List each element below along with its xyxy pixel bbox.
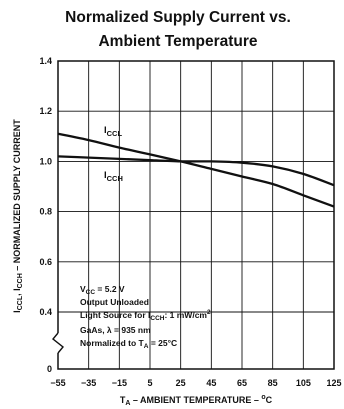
series-label-iccl: ICCL — [104, 125, 122, 138]
y-tick-label: 1.0 — [39, 156, 52, 166]
series-line-icch — [57, 155, 335, 187]
y-tick-label: 0 — [47, 364, 52, 374]
x-axis-label-sub: A — [125, 400, 130, 407]
plot-border — [57, 60, 335, 370]
x-tick-label: 25 — [176, 378, 186, 388]
annotation-light-main: Light Source for I — [80, 310, 150, 320]
y-axis-label: ICCL, ICCH – NORMALIZED SUPPLY CURRENT — [12, 119, 24, 313]
x-tick-label: −35 — [81, 378, 96, 388]
x-tick-label: 65 — [237, 378, 247, 388]
x-tick-label: −55 — [50, 378, 65, 388]
x-axis-label: TA – AMBIENT TEMPERATURE – oC — [120, 394, 273, 407]
annotation-light-source: Light Source for ICCH: 1 mW/cm2 — [80, 309, 211, 322]
plot-frame — [52, 60, 335, 370]
series-label-iccl-sub: CCL — [107, 129, 123, 138]
annotation-block: VCC = 5.2 V Output Unloaded Light Source… — [80, 284, 211, 350]
y-axis-label-sub2: CCH — [17, 273, 24, 288]
y-axis-label-i1: I — [12, 310, 22, 313]
annotation-vcc-rest: = 5.2 V — [95, 284, 125, 294]
annotation-light-sup: 2 — [207, 309, 211, 316]
x-tick-label: 5 — [147, 378, 152, 388]
annotation-vcc: VCC = 5.2 V — [80, 284, 125, 296]
grid — [58, 61, 334, 369]
x-axis-label-main: – AMBIENT TEMPERATURE – — [130, 395, 261, 405]
series-label-iccl-main: I — [104, 125, 107, 136]
annotation-light-sub: CCH — [150, 315, 164, 322]
chart-title: Normalized Supply Current vs. Ambient Te… — [65, 9, 291, 50]
x-tick-label: 105 — [296, 378, 311, 388]
y-axis-label-sub1: CCL — [17, 295, 24, 310]
annotation-norm-sub: A — [144, 343, 149, 350]
series-label-icch-main: I — [104, 170, 107, 181]
annotation-output: Output Unloaded — [80, 297, 149, 307]
annotation-vcc-sub: CC — [86, 289, 96, 296]
series-label-icch-sub: CCH — [107, 174, 123, 183]
y-tick-label: 0.6 — [39, 257, 52, 267]
y-axis-label-rest: – NORMALIZED SUPPLY CURRENT — [12, 119, 22, 274]
y-tick-label: 1.2 — [39, 106, 52, 116]
y-tick-label: 0.8 — [39, 207, 52, 217]
series-label-icch: ICCH — [104, 170, 123, 183]
y-tick-label: 1.4 — [39, 56, 52, 66]
x-tick-label: −15 — [112, 378, 127, 388]
annotation-vcc-main: V — [80, 284, 86, 294]
chart-title-line-1: Normalized Supply Current vs. — [65, 9, 291, 26]
x-axis-label-unit: C — [266, 395, 273, 405]
axis-break-mark — [52, 332, 64, 354]
annotation-light-rest: : 1 mW/cm — [164, 310, 207, 320]
annotation-norm-main: Normalized to T — [80, 338, 145, 348]
x-tick-labels: −55 −35 −15 5 25 45 65 85 105 125 — [50, 378, 341, 388]
x-tick-label: 45 — [206, 378, 216, 388]
series-line-iccl — [57, 132, 335, 208]
annotation-gaas: GaAs, λ = 935 nm — [80, 325, 151, 335]
x-tick-label: 125 — [326, 378, 341, 388]
series-lines — [57, 132, 335, 208]
annotation-normalized: Normalized to TA = 25°C — [80, 338, 177, 350]
x-axis-label-sup: o — [261, 394, 265, 401]
x-axis-label-t: T — [120, 395, 126, 405]
chart-title-line-2: Ambient Temperature — [98, 33, 257, 50]
y-tick-labels: 0 0.4 0.6 0.8 1.0 1.2 1.4 — [39, 56, 52, 374]
y-axis-label-i2: , I — [12, 288, 22, 296]
x-tick-label: 85 — [268, 378, 278, 388]
annotation-norm-rest: = 25°C — [148, 338, 177, 348]
y-tick-label: 0.4 — [39, 307, 52, 317]
